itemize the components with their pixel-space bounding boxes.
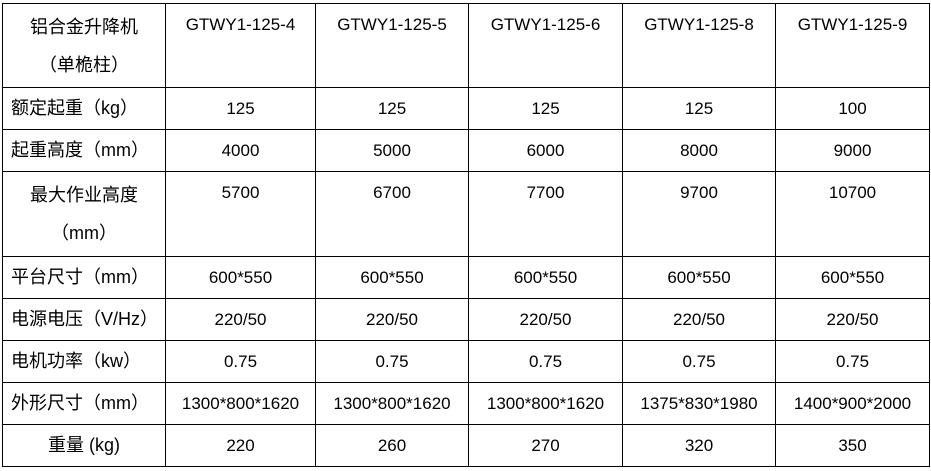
spec-value: 350 — [775, 424, 930, 467]
row-label: 最大作业高度 （mm） — [2, 171, 166, 257]
spec-value: 6000 — [468, 129, 623, 172]
row-label-line2: （mm） — [51, 223, 117, 243]
spec-value: 9700 — [622, 171, 776, 257]
spec-value: 320 — [622, 424, 776, 467]
spec-row-power-voltage: 电源电压（V/Hz） 220/50 220/50 220/50 220/50 2… — [2, 298, 930, 341]
spec-value: 600*550 — [165, 256, 316, 299]
product-title-line1: 铝合金升降机 — [30, 17, 138, 37]
spec-value: 0.75 — [775, 340, 930, 383]
header-row: 铝合金升降机 （单桅柱） GTWY1-125-4 GTWY1-125-5 GTW… — [2, 3, 930, 88]
spec-row-platform-size: 平台尺寸（mm） 600*550 600*550 600*550 600*550… — [2, 256, 930, 299]
model-header-5: GTWY1-125-9 — [775, 3, 930, 88]
product-title-cell: 铝合金升降机 （单桅柱） — [2, 3, 166, 88]
model-header-2: GTWY1-125-5 — [315, 3, 469, 88]
spec-value: 0.75 — [165, 340, 316, 383]
spec-value: 6700 — [315, 171, 469, 257]
spec-value: 1300*800*1620 — [468, 382, 623, 425]
row-label: 起重高度（mm） — [2, 129, 166, 172]
spec-value: 5700 — [165, 171, 316, 257]
spec-value: 125 — [315, 87, 469, 130]
spec-value: 8000 — [622, 129, 776, 172]
spec-row-overall-dimensions: 外形尺寸（mm） 1300*800*1620 1300*800*1620 130… — [2, 382, 930, 425]
spec-value: 9000 — [775, 129, 930, 172]
spec-value: 0.75 — [622, 340, 776, 383]
spec-value: 125 — [165, 87, 316, 130]
spec-row-weight: 重量 (kg) 220 260 270 320 350 — [2, 424, 930, 467]
row-label: 重量 (kg) — [2, 424, 166, 467]
spec-value: 220/50 — [468, 298, 623, 341]
spec-value: 10700 — [775, 171, 930, 257]
spec-value: 100 — [775, 87, 930, 130]
spec-value: 220/50 — [165, 298, 316, 341]
spec-value: 220/50 — [622, 298, 776, 341]
row-label: 额定起重（kg） — [2, 87, 166, 130]
spec-value: 0.75 — [468, 340, 623, 383]
row-label: 外形尺寸（mm） — [2, 382, 166, 425]
spec-value: 4000 — [165, 129, 316, 172]
row-label-line1: 最大作业高度 — [30, 185, 138, 205]
row-label: 平台尺寸（mm） — [2, 256, 166, 299]
spec-value: 600*550 — [315, 256, 469, 299]
spec-value: 220 — [165, 424, 316, 467]
spec-value: 270 — [468, 424, 623, 467]
spec-value: 220/50 — [775, 298, 930, 341]
spec-value: 1375*830*1980 — [622, 382, 776, 425]
spec-row-rated-load: 额定起重（kg） 125 125 125 125 100 — [2, 87, 930, 130]
spec-value: 600*550 — [775, 256, 930, 299]
model-header-4: GTWY1-125-8 — [622, 3, 776, 88]
spec-value: 5000 — [315, 129, 469, 172]
spec-value: 260 — [315, 424, 469, 467]
spec-value: 1400*900*2000 — [775, 382, 930, 425]
row-label: 电机功率（kw） — [2, 340, 166, 383]
spec-row-motor-power: 电机功率（kw） 0.75 0.75 0.75 0.75 0.75 — [2, 340, 930, 383]
model-header-1: GTWY1-125-4 — [165, 3, 316, 88]
spec-row-lift-height: 起重高度（mm） 4000 5000 6000 8000 9000 — [2, 129, 930, 172]
spec-value: 1300*800*1620 — [315, 382, 469, 425]
spec-row-max-working-height: 最大作业高度 （mm） 5700 6700 7700 9700 10700 — [2, 171, 930, 257]
row-label: 电源电压（V/Hz） — [2, 298, 166, 341]
spec-value: 125 — [622, 87, 776, 130]
spec-value: 220/50 — [315, 298, 469, 341]
spec-table: 铝合金升降机 （单桅柱） GTWY1-125-4 GTWY1-125-5 GTW… — [2, 3, 930, 467]
spec-value: 600*550 — [468, 256, 623, 299]
spec-value: 7700 — [468, 171, 623, 257]
spec-value: 0.75 — [315, 340, 469, 383]
model-header-3: GTWY1-125-6 — [468, 3, 623, 88]
spec-value: 125 — [468, 87, 623, 130]
spec-value: 600*550 — [622, 256, 776, 299]
product-title-line2: （单桅柱） — [39, 55, 129, 75]
spec-value: 1300*800*1620 — [165, 382, 316, 425]
